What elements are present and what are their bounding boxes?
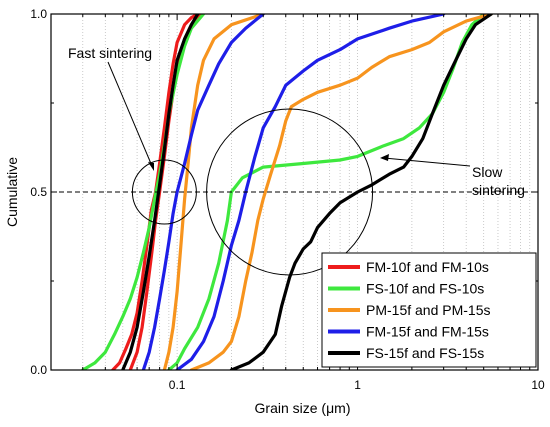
data-curves — [81, 14, 493, 370]
series-curve-4-2 — [175, 14, 446, 370]
fast-sintering-arrow — [107, 61, 153, 167]
series-curve-4-1 — [141, 14, 265, 370]
y-tick-label: 0.0 — [30, 363, 47, 377]
series-curve-2-1 — [81, 14, 206, 370]
x-axis-label: Grain size (μm) — [255, 400, 351, 416]
legend-label-5: FS-15f and FS-15s — [366, 345, 484, 361]
series-curve-5-1 — [121, 14, 200, 370]
legend-label-3: PM-15f and PM-15s — [366, 302, 491, 318]
y-tick-label: 0.5 — [30, 185, 47, 199]
fast-sintering-arrowhead — [148, 162, 154, 171]
series-curve-2-2 — [167, 14, 486, 370]
axis-ticks: 0.1 1 10 0.0 0.5 1.0 — [30, 7, 545, 392]
slow-sintering-label: Slow — [472, 164, 503, 180]
series-curve-3-2 — [189, 14, 493, 370]
legend-label-4: FM-15f and FM-15s — [366, 324, 489, 340]
y-axis-label: Cumulative — [4, 157, 20, 227]
x-tick-label: 1 — [354, 378, 361, 392]
fast-sintering-circle — [131, 159, 197, 225]
annotations: Fast sintering Slow sintering — [68, 45, 525, 276]
x-tick-label: 0.1 — [169, 378, 186, 392]
legend: FM-10f and FM-10s FS-10f and FS-10s PM-15f… — [321, 252, 537, 368]
x-tick-label: 10 — [531, 378, 545, 392]
slow-sintering-arrow — [383, 157, 471, 167]
slow-sintering-label: sintering — [472, 182, 525, 198]
fast-sintering-label: Fast sintering — [68, 45, 152, 61]
legend-label-1: FM-10f and FM-10s — [366, 259, 489, 275]
series-curve-5-2 — [229, 14, 493, 370]
y-tick-label: 1.0 — [30, 7, 47, 21]
slow-sintering-circle — [206, 108, 374, 276]
slow-sintering-arrowhead — [380, 154, 389, 161]
series-curve-3-1 — [162, 14, 265, 370]
legend-label-2: FS-10f and FS-10s — [366, 281, 484, 297]
